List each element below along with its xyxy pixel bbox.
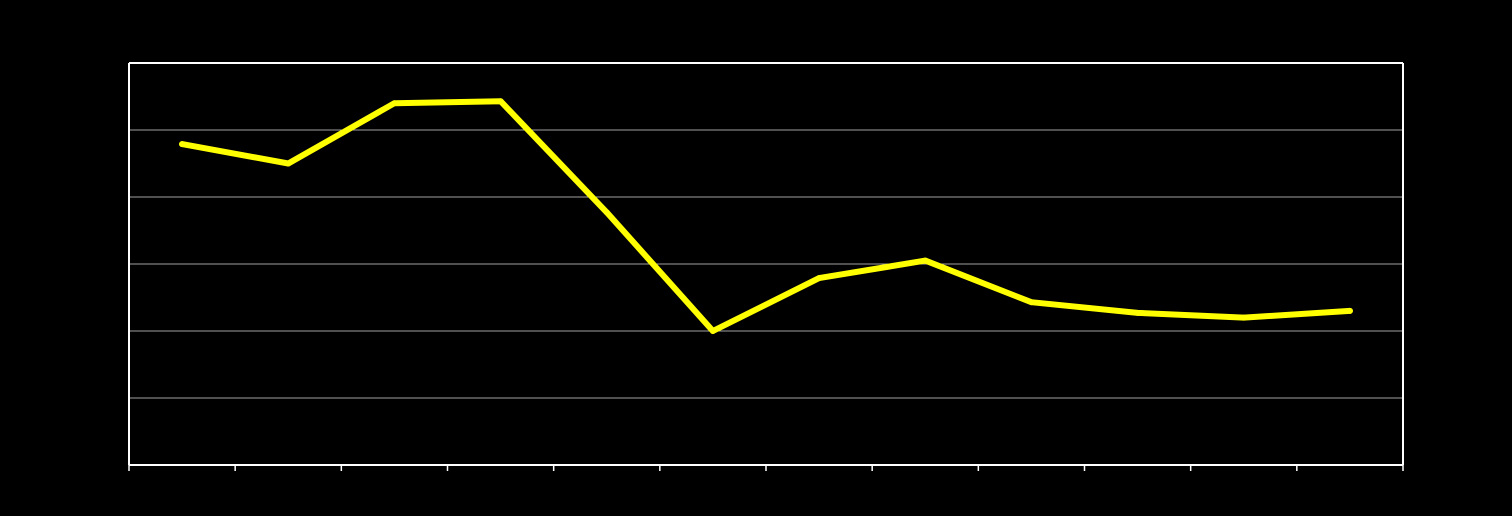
axes xyxy=(128,62,1404,471)
data-point xyxy=(179,141,186,148)
series-lines xyxy=(179,98,1353,334)
data-point xyxy=(709,328,716,334)
series-line xyxy=(179,98,1353,334)
data-point xyxy=(1240,314,1247,321)
data-point xyxy=(285,160,292,167)
data-point xyxy=(1028,299,1035,306)
data-point xyxy=(816,275,823,282)
data-point xyxy=(497,98,504,105)
data-point xyxy=(603,209,610,216)
data-point xyxy=(391,100,398,107)
data-point xyxy=(1346,307,1353,314)
data-point xyxy=(1134,309,1141,316)
data-point xyxy=(922,257,929,264)
